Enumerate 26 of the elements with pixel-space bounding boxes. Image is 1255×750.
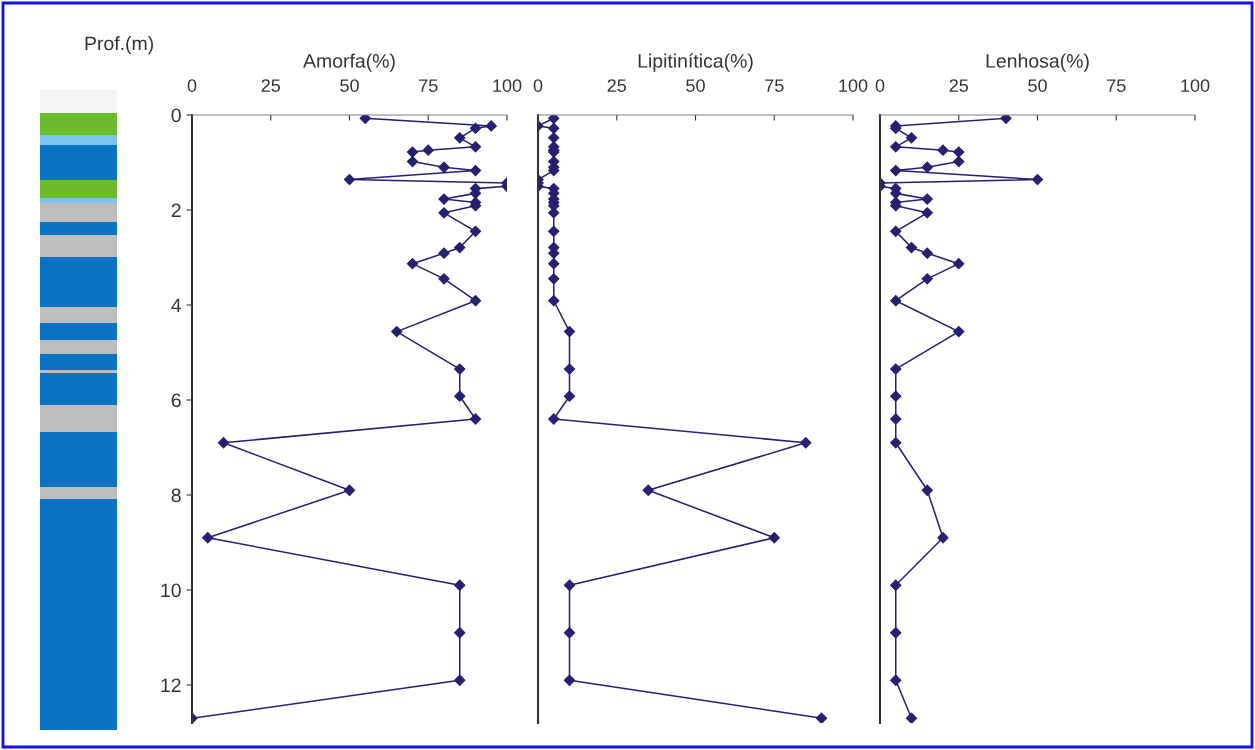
x-tick-label: 50 <box>340 79 359 92</box>
x-tick-label: 25 <box>949 79 969 92</box>
x-tick-label: 75 <box>765 79 784 92</box>
x-tick-label: 0 <box>187 79 197 92</box>
x-axis-title: Lenhosa(%) <box>986 53 1089 72</box>
y-tick-label: 0 <box>171 108 181 123</box>
x-tick-label: 0 <box>875 79 885 92</box>
x-axis-title: Amorfa(%) <box>303 53 395 72</box>
y-tick-label: 4 <box>171 298 182 313</box>
x-tick-label: 100 <box>493 79 522 92</box>
x-tick-label: 50 <box>686 79 705 92</box>
y-tick-label: 12 <box>161 678 181 693</box>
x-tick-label: 100 <box>1181 79 1210 92</box>
x-axis-title: Lipitinítica(%) <box>638 53 753 72</box>
x-tick-label: 50 <box>1028 79 1047 92</box>
y-tick-label: 10 <box>161 583 181 598</box>
y-tick-label: 2 <box>171 203 181 218</box>
x-tick-label: 100 <box>839 79 868 92</box>
y-tick-label: 8 <box>171 488 181 503</box>
y-axis-title: Prof.(m) <box>85 36 153 55</box>
x-tick-label: 25 <box>261 79 281 92</box>
x-tick-label: 75 <box>1107 79 1126 92</box>
y-tick-label: 6 <box>171 393 181 408</box>
x-tick-label: 25 <box>607 79 627 92</box>
x-tick-label: 0 <box>533 79 543 92</box>
x-tick-label: 75 <box>419 79 438 92</box>
